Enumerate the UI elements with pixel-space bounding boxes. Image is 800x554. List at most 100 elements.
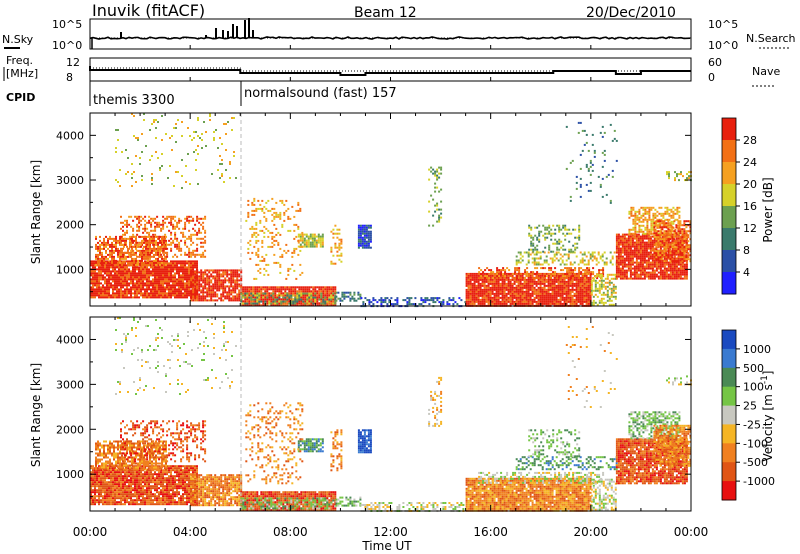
range-gate-cell: [184, 286, 186, 289]
range-gate-cell: [572, 277, 575, 280]
range-gate-cell: [551, 290, 554, 293]
range-gate-cell: [158, 294, 160, 297]
range-gate-cell: [172, 262, 174, 265]
range-gate-cell: [623, 245, 626, 248]
range-gate-cell: [645, 243, 648, 246]
range-gate-cell: [186, 274, 188, 277]
range-gate-cell: [561, 259, 564, 262]
range-gate-cell: [572, 250, 575, 253]
range-gate-cell: [505, 292, 508, 295]
range-gate-cell: [492, 271, 495, 274]
range-gate-cell: [547, 286, 550, 289]
range-gate-cell: [196, 293, 199, 296]
range-gate-cell: [172, 274, 174, 277]
range-gate-cell: [165, 257, 167, 260]
range-gate-cell: [641, 273, 644, 276]
range-gate-cell: [152, 270, 154, 273]
range-gate-cell: [110, 296, 112, 299]
range-gate-cell: [432, 297, 435, 300]
range-gate-cell: [166, 296, 168, 299]
range-gate-cell: [575, 286, 578, 289]
range-gate-cell: [180, 290, 182, 293]
range-gate-cell: [184, 284, 186, 287]
range-gate-cell: [168, 221, 171, 224]
range-gate-cell: [501, 296, 504, 299]
range-gate-cell: [528, 275, 531, 278]
range-gate-cell: [481, 272, 484, 275]
range-gate-cell: [176, 282, 178, 285]
range-gate-cell: [145, 249, 147, 252]
range-gate-cell: [101, 257, 103, 260]
range-gate-cell: [583, 278, 586, 281]
range-gate-cell: [637, 249, 640, 252]
range-gate-cell: [131, 259, 133, 262]
range-gate-cell: [112, 274, 114, 277]
range-gate-cell: [117, 251, 119, 254]
range-gate-cell: [635, 247, 638, 250]
range-gate-cell: [631, 259, 634, 262]
range-gate-cell: [564, 275, 567, 278]
range-gate-cell: [103, 241, 105, 244]
range-gate-cell: [485, 290, 488, 293]
range-gate-cell: [124, 223, 126, 226]
range-gate-cell: [190, 264, 192, 267]
range-gate-cell: [639, 241, 642, 244]
range-gate-cell: [268, 286, 271, 289]
range-gate-cell: [606, 275, 609, 278]
nsky-spike: [222, 30, 224, 38]
range-gate-cell: [95, 243, 97, 246]
range-gate-cell: [100, 296, 102, 299]
range-gate-cell: [104, 266, 106, 269]
range-gate-cell: [621, 243, 624, 246]
range-gate-cell: [485, 300, 488, 303]
range-gate-cell: [575, 278, 578, 281]
range-gate-cell: [481, 294, 484, 297]
range-gate-cell: [196, 264, 198, 267]
range-gate-cell: [133, 261, 135, 264]
range-gate-cell: [326, 302, 329, 305]
range-gate-cell: [262, 286, 265, 289]
range-gate-cell: [120, 274, 122, 277]
range-gate-cell: [228, 293, 231, 296]
range-gate-cell: [521, 300, 524, 303]
range-gate-cell: [163, 257, 165, 260]
range-gate-cell: [120, 294, 122, 297]
range-gate-cell: [479, 284, 482, 287]
range-gate-cell: [122, 296, 124, 299]
range-gate-cell: [196, 249, 199, 252]
range-gate-cell: [334, 246, 337, 249]
range-gate-cell: [234, 289, 237, 292]
range-gate-cell: [602, 297, 605, 300]
range-gate-cell: [128, 260, 130, 263]
range-gate-cell: [178, 270, 180, 273]
range-gate-cell: [130, 270, 132, 273]
range-gate-cell: [304, 290, 307, 293]
range-gate-cell: [144, 290, 146, 293]
range-gate-cell: [282, 304, 285, 307]
range-gate-cell: [288, 300, 291, 303]
range-gate-cell: [545, 296, 548, 299]
range-gate-cell: [110, 278, 112, 281]
range-gate-cell: [507, 292, 510, 295]
range-gate-cell: [479, 298, 482, 301]
range-gate-cell: [568, 250, 571, 253]
range-gate-cell: [625, 247, 628, 250]
range-gate-cell: [104, 288, 106, 291]
range-gate-cell: [140, 253, 143, 256]
range-gate-cell: [266, 298, 269, 301]
range-gate-cell: [493, 294, 496, 297]
range-gate-cell: [242, 292, 245, 295]
range-gate-cell: [570, 248, 573, 251]
range-gate-cell: [357, 242, 360, 245]
range-gate-cell: [144, 292, 146, 295]
range-gate-cell: [190, 273, 193, 276]
range-gate-cell: [186, 262, 188, 265]
range-gate-cell: [364, 297, 367, 300]
range-gate-cell: [248, 290, 251, 293]
range-gate-cell: [194, 253, 197, 256]
range-gate-cell: [236, 283, 239, 286]
range-gate-cell: [469, 280, 472, 283]
range-gate-cell: [575, 288, 578, 291]
range-gate-cell: [521, 274, 524, 277]
nsky-spike: [244, 20, 246, 38]
